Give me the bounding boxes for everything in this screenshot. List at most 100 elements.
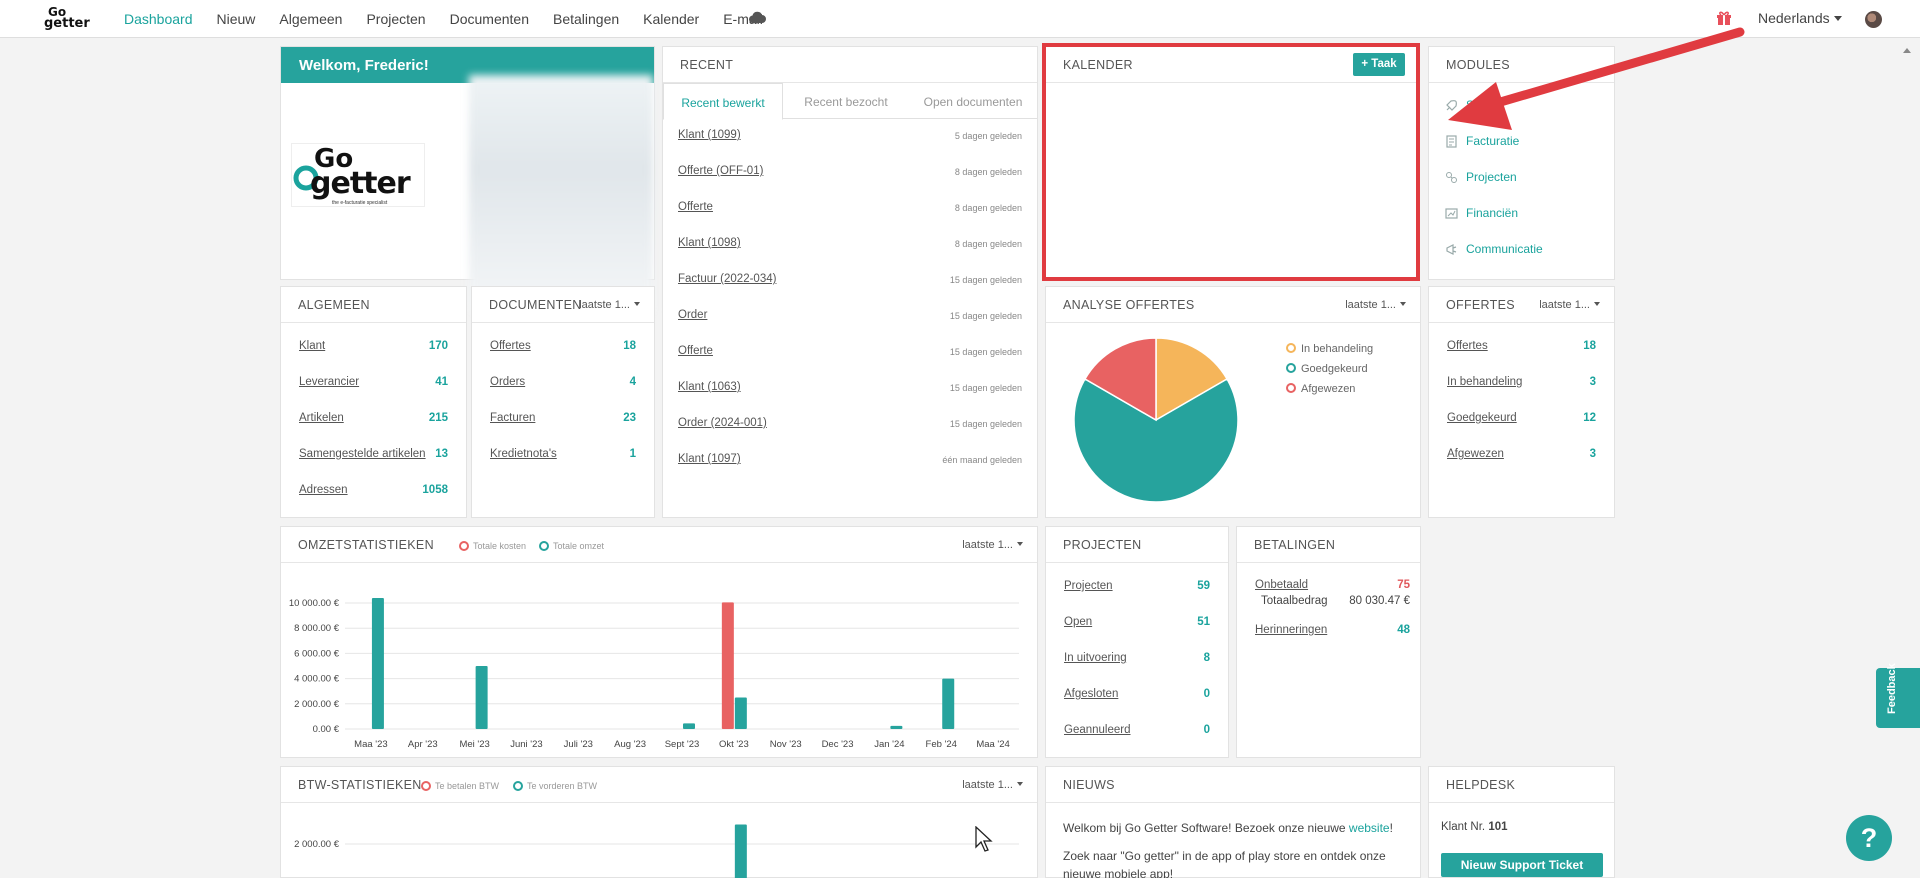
list-item[interactable]: Order 15 dagen geleden bbox=[678, 309, 1022, 325]
recent-item-link[interactable]: Offerte (OFF-01) bbox=[678, 165, 764, 177]
row-label[interactable]: In behandeling bbox=[1447, 376, 1523, 388]
legend-dot bbox=[1286, 363, 1296, 373]
tab-open-documenten[interactable]: Open documenten bbox=[923, 95, 1023, 109]
recent-item-link[interactable]: Klant (1099) bbox=[678, 129, 741, 141]
list-item[interactable]: Klant (1098) 8 dagen geleden bbox=[678, 237, 1022, 253]
recent-item-link[interactable]: Factuur (2022-034) bbox=[678, 273, 777, 285]
row-label[interactable]: In uitvoering bbox=[1064, 652, 1127, 664]
table-row[interactable]: Projecten 59 bbox=[1064, 580, 1210, 596]
recent-item-link[interactable]: Order (2024-001) bbox=[678, 417, 767, 429]
nav-nieuw[interactable]: Nieuw bbox=[216, 11, 256, 27]
nav-projecten[interactable]: Projecten bbox=[366, 11, 426, 27]
list-item[interactable]: Offerte 15 dagen geleden bbox=[678, 345, 1022, 361]
table-row[interactable]: Afgewezen 3 bbox=[1447, 448, 1596, 464]
documenten-panel: DOCUMENTEN laatste 1... Offertes 18 Order… bbox=[471, 286, 655, 518]
list-item[interactable]: Offerte 8 dagen geleden bbox=[678, 201, 1022, 217]
documenten-period-filter[interactable]: laatste 1... bbox=[579, 299, 640, 311]
row-label[interactable]: Afgewezen bbox=[1447, 448, 1504, 460]
row-label[interactable]: Herinneringen bbox=[1255, 624, 1328, 636]
invoice-icon bbox=[1446, 135, 1457, 148]
scroll-up-arrow-icon[interactable] bbox=[1902, 44, 1912, 58]
gift-icon[interactable] bbox=[1716, 10, 1732, 26]
megaphone-icon bbox=[1446, 244, 1457, 255]
tab-recent-bezocht[interactable]: Recent bezocht bbox=[804, 95, 888, 109]
table-row[interactable]: Goedgekeurd 12 bbox=[1447, 412, 1596, 428]
projects-icon bbox=[1446, 172, 1457, 183]
list-item[interactable]: Offerte (OFF-01) 8 dagen geleden bbox=[678, 165, 1022, 181]
analyse-header: ANALYSE OFFERTES laatste 1... bbox=[1046, 287, 1420, 323]
list-item[interactable]: Order (2024-001) 15 dagen geleden bbox=[678, 417, 1022, 433]
row-value: 80 030.47 € bbox=[1349, 595, 1410, 607]
row-label[interactable]: Artikelen bbox=[299, 412, 344, 424]
row-label[interactable]: Offertes bbox=[490, 340, 531, 352]
btw-period-filter[interactable]: laatste 1... bbox=[962, 779, 1023, 791]
betalingen-panel: BETALINGEN Onbetaald 75 Totaalbedrag 80 03… bbox=[1236, 526, 1421, 758]
nav-dashboard[interactable]: Dashboard bbox=[124, 11, 193, 27]
kalender-title: KALENDER bbox=[1063, 58, 1133, 72]
table-row[interactable]: In uitvoering 8 bbox=[1064, 652, 1210, 668]
tab-recent-bewerkt[interactable]: Recent bewerkt bbox=[663, 83, 783, 120]
table-row[interactable]: In behandeling 3 bbox=[1447, 376, 1596, 392]
legend-goedgekeurd: Goedgekeurd bbox=[1286, 363, 1368, 375]
nav-algemeen[interactable]: Algemeen bbox=[279, 11, 343, 27]
recent-item-link[interactable]: Order bbox=[678, 309, 708, 321]
row-label[interactable]: Goedgekeurd bbox=[1447, 412, 1517, 424]
row-label[interactable]: Offertes bbox=[1447, 340, 1488, 352]
row-label[interactable]: Orders bbox=[490, 376, 526, 388]
help-button[interactable]: ? bbox=[1846, 815, 1892, 861]
table-row[interactable]: Herinneringen 48 bbox=[1255, 624, 1410, 640]
row-label[interactable]: Projecten bbox=[1064, 580, 1113, 592]
new-support-ticket-button[interactable]: Nieuw Support Ticket bbox=[1441, 853, 1603, 877]
table-row[interactable]: Onbetaald 75 bbox=[1255, 579, 1410, 595]
table-row[interactable]: Offertes 18 bbox=[490, 340, 636, 356]
recent-item-link[interactable]: Klant (1098) bbox=[678, 237, 741, 249]
analyse-period-filter[interactable]: laatste 1... bbox=[1345, 299, 1406, 311]
table-row[interactable]: Leverancier 41 bbox=[299, 376, 448, 392]
list-item[interactable]: Klant (1099) 5 dagen geleden bbox=[678, 129, 1022, 145]
company-logo: Go getter the e-facturatie specialist bbox=[291, 143, 425, 207]
list-item[interactable]: Klant (1063) 15 dagen geleden bbox=[678, 381, 1022, 397]
table-row[interactable]: Orders 4 bbox=[490, 376, 636, 392]
row-label[interactable]: Onbetaald bbox=[1255, 579, 1309, 591]
table-row[interactable]: Offertes 18 bbox=[1447, 340, 1596, 356]
table-row[interactable]: Afgesloten 0 bbox=[1064, 688, 1210, 704]
add-task-button[interactable]: + Taak bbox=[1353, 53, 1405, 76]
avatar[interactable] bbox=[1865, 11, 1882, 28]
table-row[interactable]: Open 51 bbox=[1064, 616, 1210, 632]
legend-label: Te vorderen BTW bbox=[527, 781, 598, 791]
nav-documenten[interactable]: Documenten bbox=[449, 11, 529, 27]
feedback-tab[interactable]: Feedback bbox=[1876, 663, 1920, 728]
recent-item-link[interactable]: Offerte bbox=[678, 345, 713, 357]
omzet-period-filter[interactable]: laatste 1... bbox=[962, 539, 1023, 551]
row-label[interactable]: Adressen bbox=[299, 484, 348, 496]
table-row[interactable]: Samengestelde artikelen 13 bbox=[299, 448, 448, 464]
bar-totale-omzet bbox=[475, 666, 488, 729]
row-label[interactable]: Leverancier bbox=[299, 376, 360, 388]
recent-item-link[interactable]: Offerte bbox=[678, 201, 713, 213]
list-item[interactable]: Klant (1097) één maand geleden bbox=[678, 453, 1022, 469]
cloud-icon[interactable] bbox=[748, 10, 766, 24]
row-label[interactable]: Afgesloten bbox=[1064, 688, 1119, 700]
legend-dot bbox=[1286, 383, 1296, 393]
app-logo[interactable]: Go getter bbox=[44, 6, 100, 31]
row-label[interactable]: Kredietnota's bbox=[490, 448, 557, 460]
table-row[interactable]: Artikelen 215 bbox=[299, 412, 448, 428]
row-label[interactable]: Samengestelde artikelen bbox=[299, 448, 426, 460]
row-label[interactable]: Klant bbox=[299, 340, 326, 352]
table-row[interactable]: Geannuleerd 0 bbox=[1064, 724, 1210, 740]
offertes-period-filter[interactable]: laatste 1... bbox=[1539, 299, 1600, 311]
website-link[interactable]: website bbox=[1348, 821, 1390, 835]
recent-item-link[interactable]: Klant (1063) bbox=[678, 381, 741, 393]
language-select[interactable]: Nederlands bbox=[1758, 10, 1842, 26]
table-row[interactable]: Facturen 23 bbox=[490, 412, 636, 428]
table-row[interactable]: Adressen 1058 bbox=[299, 484, 448, 500]
row-label[interactable]: Facturen bbox=[490, 412, 536, 424]
recent-item-link[interactable]: Klant (1097) bbox=[678, 453, 741, 465]
row-label[interactable]: Geannuleerd bbox=[1064, 724, 1131, 736]
list-item[interactable]: Factuur (2022-034) 15 dagen geleden bbox=[678, 273, 1022, 289]
nav-betalingen[interactable]: Betalingen bbox=[553, 11, 620, 27]
table-row[interactable]: Kredietnota's 1 bbox=[490, 448, 636, 464]
table-row[interactable]: Klant 170 bbox=[299, 340, 448, 356]
nav-kalender[interactable]: Kalender bbox=[643, 11, 700, 27]
row-label[interactable]: Open bbox=[1064, 616, 1093, 628]
